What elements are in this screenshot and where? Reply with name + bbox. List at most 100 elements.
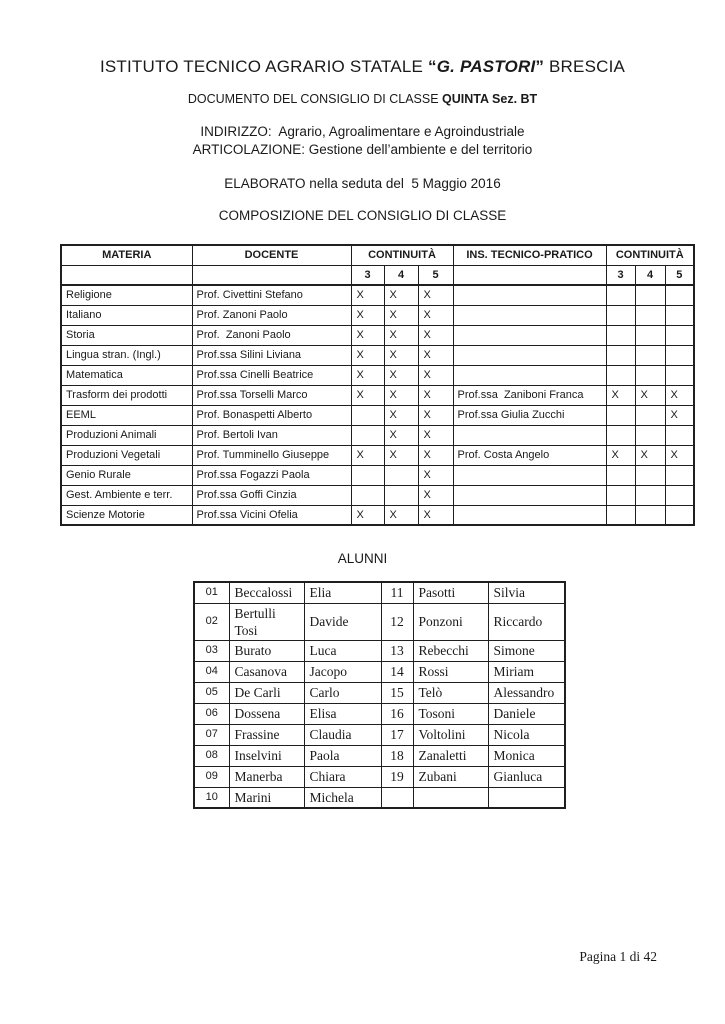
student-number-cell: 09 [193, 765, 230, 788]
docente-cell: Prof.ssa Fogazzi Paola [191, 464, 352, 486]
ins-continuity-5-cell [664, 344, 695, 366]
student-firstname-cell: Claudia [303, 723, 382, 746]
student-firstname-cell: Elisa [303, 702, 382, 725]
subtitle-class: QUINTA Sez. BT [442, 92, 538, 106]
continuity-4-cell: X [383, 404, 419, 426]
student-number-cell: 04 [193, 660, 230, 683]
student-surname-cell: Frassine [228, 723, 305, 746]
page-title: ISTITUTO TECNICO AGRARIO STATALE “G. PAS… [0, 57, 725, 77]
student-surname-cell: Marini [228, 786, 305, 809]
student-firstname-cell [487, 786, 566, 809]
docente-cell: Prof.ssa Torselli Marco [191, 384, 352, 406]
ins-continuity-4-cell [634, 324, 666, 346]
continuity-5-cell: X [417, 424, 454, 446]
subtitle-prefix: DOCUMENTO DEL CONSIGLIO DI CLASSE [187, 92, 443, 106]
student-surname-cell: Rebecchi [412, 639, 489, 662]
student-firstname-cell: Michela [303, 786, 382, 809]
continuity-3-cell: X [350, 504, 385, 526]
student-surname-cell: Manerba [228, 765, 305, 788]
open-quote: “ [428, 57, 437, 76]
ins-continuity-4-cell [634, 504, 666, 526]
continuity-3-cell: X [350, 284, 385, 306]
student-number-cell: 11 [380, 581, 414, 604]
ins-cell: Prof.ssa Zaniboni Franca [452, 384, 607, 406]
student-number-cell: 12 [380, 602, 414, 641]
student-surname-cell [412, 786, 489, 809]
table-row: 02 Bertulli Tosi Davide 12 Ponzoni Ricca… [193, 602, 566, 641]
continuity-4-cell [383, 464, 419, 486]
elaborato-line: ELABORATO nella seduta del 5 Maggio 2016 [224, 176, 501, 191]
student-number-cell: 16 [380, 702, 414, 725]
indirizzo-line: INDIRIZZO: Agrario, Agroalimentare e Agr… [200, 124, 525, 139]
table-row: EEML Prof. Bonaspetti Alberto X X Prof.s… [60, 404, 695, 426]
articolazione-line: ARTICOLAZIONE: Gestione dell’ambiente e … [192, 141, 533, 157]
table-row: Scienze Motorie Prof.ssa Vicini Ofelia X… [60, 504, 695, 526]
materia-cell: Lingua stran. (Ingl.) [60, 344, 193, 366]
ins-continuity-4-cell [634, 304, 666, 326]
table-row: Religione Prof. Civettini Stefano X X X [60, 284, 695, 306]
table-row: 03 Burato Luca 13 Rebecchi Simone [193, 639, 566, 662]
continuity-5-cell: X [417, 504, 454, 526]
docente-cell: Prof. Bonaspetti Alberto [191, 404, 352, 426]
student-surname-cell: Inselvini [228, 744, 305, 767]
continuity-5-cell: X [417, 484, 454, 506]
docente-cell: Prof. Civettini Stefano [191, 284, 352, 306]
student-number-cell: 14 [380, 660, 414, 683]
student-surname-cell: Voltolini [412, 723, 489, 746]
indirizzo-block: INDIRIZZO: Agrario, Agroalimentare e Agr… [0, 123, 725, 158]
ins-cell [452, 484, 607, 506]
student-firstname-cell: Davide [303, 602, 382, 641]
table-row: Italiano Prof. Zanoni Paolo X X X [60, 304, 695, 326]
empty-cell [452, 264, 607, 286]
docente-cell: Prof.ssa Silini Liviana [191, 344, 352, 366]
student-surname-cell: Pasotti [412, 581, 489, 604]
continuity-5-cell: X [417, 364, 454, 386]
year-4-header: 4 [634, 264, 666, 286]
student-firstname-cell: Miriam [487, 660, 566, 683]
student-surname-cell: Rossi [412, 660, 489, 683]
table-row: Lingua stran. (Ingl.) Prof.ssa Silini Li… [60, 344, 695, 366]
student-number-cell [380, 786, 414, 809]
ins-continuity-5-cell [664, 424, 695, 446]
materia-cell: Italiano [60, 304, 193, 326]
composizione-heading: COMPOSIZIONE DEL CONSIGLIO DI CLASSE [218, 208, 507, 223]
student-number-cell: 01 [193, 581, 230, 604]
ins-continuity-4-cell [634, 364, 666, 386]
empty-cell [60, 264, 193, 286]
table-row: Gest. Ambiente e terr. Prof.ssa Goffi Ci… [60, 484, 695, 506]
table-row: Matematica Prof.ssa Cinelli Beatrice X X… [60, 364, 695, 386]
alunni-table: 01 Beccalossi Elia 11 Pasotti Silvia 02 … [193, 581, 566, 809]
materia-cell: Storia [60, 324, 193, 346]
table-row: Produzioni Animali Prof. Bertoli Ivan X … [60, 424, 695, 446]
table-row: 10 Marini Michela [193, 786, 566, 809]
table-row: 05 De Carli Carlo 15 Telò Alessandro [193, 681, 566, 704]
ins-continuity-3-cell [605, 464, 636, 486]
ins-continuity-5-cell [664, 324, 695, 346]
empty-cell [191, 264, 352, 286]
year-5-header: 5 [417, 264, 454, 286]
student-firstname-cell: Riccardo [487, 602, 566, 641]
ins-continuity-4-cell: X [634, 444, 666, 466]
ins-continuity-4-cell [634, 424, 666, 446]
student-surname-cell: Zubani [412, 765, 489, 788]
ins-continuity-4-cell [634, 284, 666, 306]
student-surname-cell: Zanaletti [412, 744, 489, 767]
ins-cell [452, 344, 607, 366]
table-row: Trasform dei prodotti Prof.ssa Torselli … [60, 384, 695, 406]
header-materia: MATERIA [60, 244, 193, 266]
continuity-3-cell [350, 424, 385, 446]
table-row: Produzioni Vegetali Prof. Tumminello Giu… [60, 444, 695, 466]
materia-cell: EEML [60, 404, 193, 426]
ins-cell [452, 424, 607, 446]
ins-continuity-3-cell [605, 504, 636, 526]
continuity-5-cell: X [417, 304, 454, 326]
continuity-3-cell: X [350, 444, 385, 466]
title-prefix: ISTITUTO TECNICO AGRARIO STATALE [99, 57, 429, 76]
student-surname-cell: Ponzoni [412, 602, 489, 641]
header-docente: DOCENTE [191, 244, 352, 266]
table-row: 01 Beccalossi Elia 11 Pasotti Silvia [193, 581, 566, 604]
student-number-cell: 10 [193, 786, 230, 809]
docente-cell: Prof. Bertoli Ivan [191, 424, 352, 446]
ins-cell [452, 324, 607, 346]
